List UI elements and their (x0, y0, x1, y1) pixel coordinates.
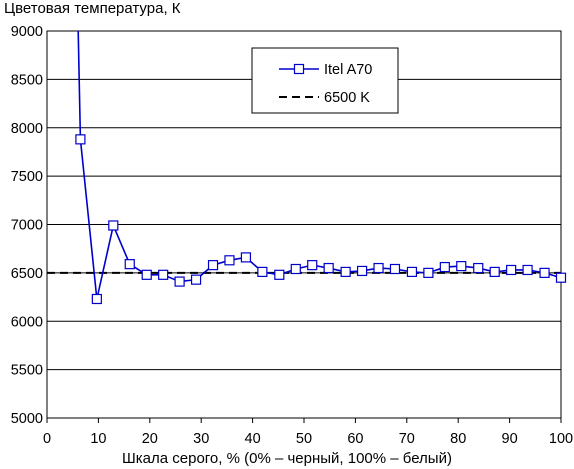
data-point (274, 269, 285, 280)
legend-label-6500k: 6500 K (324, 90, 370, 106)
x-tick-label: 20 (142, 431, 158, 447)
data-point (224, 255, 235, 266)
data-point (323, 262, 334, 274)
data-point (290, 263, 301, 275)
data-point (456, 261, 467, 272)
x-tick-label: 30 (193, 431, 209, 447)
y-tick-label: 7500 (11, 169, 43, 185)
legend-label-itel-a70: Itel A70 (324, 62, 372, 78)
data-point (240, 252, 252, 263)
x-tick-label: 60 (347, 431, 363, 447)
y-tick-label: 9000 (11, 24, 43, 40)
x-tick-label: 90 (502, 431, 518, 447)
data-point (340, 266, 351, 278)
y-tick-label: 5000 (11, 411, 43, 427)
data-point (174, 276, 185, 287)
y-tick-label: 5500 (11, 363, 43, 379)
x-tick-label: 50 (296, 431, 312, 447)
data-point (257, 266, 268, 278)
x-tick-label: 100 (549, 431, 573, 447)
data-point (555, 272, 567, 283)
legend-marker-itel-a70 (293, 63, 305, 75)
data-point (373, 262, 384, 274)
y-tick-label: 6000 (11, 314, 43, 330)
data-point (207, 260, 219, 271)
data-point (141, 269, 152, 280)
y-tick-label: 6500 (11, 266, 43, 282)
data-point (91, 293, 102, 305)
x-tick-label: 0 (43, 431, 51, 447)
data-point (108, 220, 119, 231)
data-point (423, 267, 434, 278)
y-tick-label: 8000 (11, 121, 43, 137)
data-point (406, 266, 418, 278)
data-point (307, 260, 318, 271)
data-point (158, 269, 169, 280)
x-tick-label: 70 (399, 431, 415, 447)
data-point (439, 261, 450, 273)
y-axis-title: Цветовая температура, К (4, 0, 181, 17)
y-tick-label: 7000 (11, 218, 43, 234)
x-tick-label: 80 (450, 431, 466, 447)
data-point (522, 264, 533, 276)
data-point (506, 264, 517, 276)
data-point (190, 274, 202, 285)
data-point (75, 134, 86, 145)
legend-box (251, 47, 399, 114)
plot-frame (46, 30, 562, 419)
series-line-itel-a70 (77, 31, 561, 300)
data-point (539, 267, 550, 278)
y-tick-label: 8500 (11, 72, 43, 88)
x-tick-label: 40 (245, 431, 261, 447)
x-tick-label: 10 (90, 431, 106, 447)
data-point (489, 266, 500, 278)
data-point (473, 262, 484, 274)
x-axis-title: Шкала серого, % (0% – черный, 100% – бел… (122, 450, 452, 467)
data-point (389, 263, 401, 275)
data-point (356, 265, 368, 277)
data-point (124, 259, 135, 270)
